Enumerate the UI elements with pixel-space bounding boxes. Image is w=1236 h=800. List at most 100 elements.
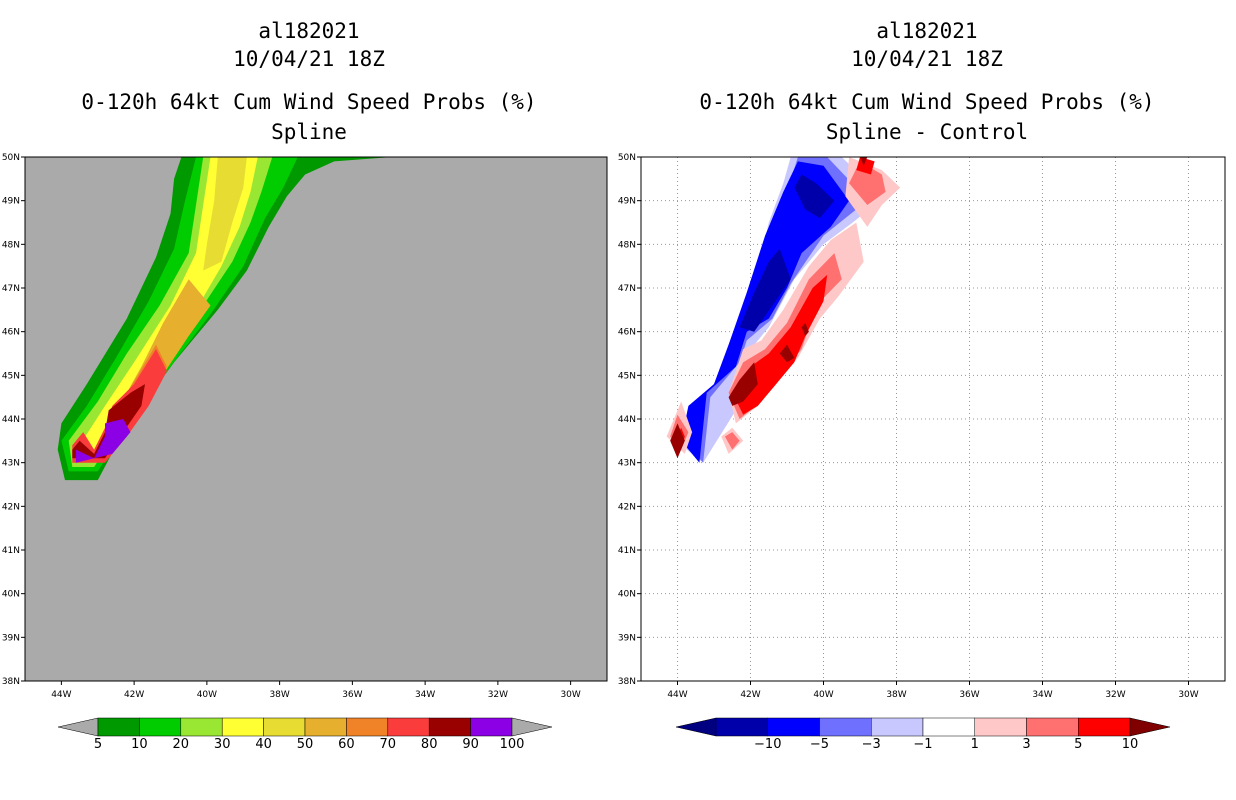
lat-tick-label: 43N — [618, 459, 636, 469]
lon-tick-label: 32W — [488, 690, 508, 700]
colorbar-segment — [974, 717, 1027, 737]
colorbar-segment — [470, 717, 513, 737]
colorbar-label: −3 — [862, 737, 881, 752]
colorbar-label: −5 — [810, 737, 829, 752]
lat-tick-label: 45N — [2, 371, 20, 381]
colorbar-segment — [221, 717, 264, 737]
lat-tick-label: 41N — [2, 546, 20, 556]
right-title-product: 0-120h 64kt Cum Wind Speed Probs (%) — [699, 90, 1154, 114]
right-title-storm-id: al182021 — [876, 19, 977, 43]
colorbar-segment — [819, 717, 872, 737]
colorbar-segment — [180, 717, 223, 737]
lon-tick-label: 44W — [667, 690, 687, 700]
lat-tick-label: 49N — [618, 197, 636, 207]
contour-level-10 — [856, 157, 875, 175]
colorbar-under-triangle — [675, 717, 717, 737]
colorbar-label: 10 — [131, 737, 148, 752]
contour-level-15 — [670, 423, 685, 459]
lat-tick-label: 50N — [618, 153, 636, 163]
lat-tick-label: 39N — [618, 633, 636, 643]
lon-tick-label: 36W — [342, 690, 362, 700]
lat-tick-label: 47N — [618, 284, 636, 294]
lon-tick-label: 30W — [560, 690, 580, 700]
colorbar-segment — [304, 717, 347, 737]
colorbar-label: −1 — [913, 737, 932, 752]
contour-level-5 — [724, 432, 740, 450]
left-title-method: Spline — [271, 120, 347, 144]
colorbar-label: 5 — [1074, 737, 1082, 752]
right-difference-contours — [666, 157, 901, 463]
colorbar-segment — [871, 717, 924, 737]
lat-tick-label: 42N — [618, 502, 636, 512]
right-axis-ticks: 44W 42W 40W 38W 36W 34W 32W 30W 38N 39N 40N 41N 42N 4… — [618, 153, 1199, 700]
lat-tick-label: 43N — [2, 459, 20, 469]
contour-level-neg10 — [794, 174, 835, 219]
lon-tick-label: 34W — [415, 690, 435, 700]
lat-tick-label: 48N — [2, 240, 20, 250]
left-title-date: 10/04/21 18Z — [233, 47, 385, 71]
left-map-panel: 44W 42W 40W 38W 36W 34W 32W 30W 38N 39N 40N 41N 42N 4… — [2, 153, 608, 700]
contour-level-15 — [728, 362, 758, 406]
lon-tick-label: 34W — [1032, 690, 1052, 700]
colorbar-label: 80 — [421, 737, 438, 752]
colorbar-label: 5 — [94, 737, 102, 752]
colorbar-label: 100 — [500, 737, 525, 752]
lat-tick-label: 50N — [2, 153, 20, 163]
lat-tick-label: 46N — [2, 328, 20, 338]
colorbar-segment — [1026, 717, 1079, 737]
lat-tick-label: 48N — [618, 240, 636, 250]
colorbar-segment — [263, 717, 306, 737]
left-probability-contours — [57, 157, 393, 481]
right-title-method: Spline - Control — [826, 120, 1028, 144]
left-title-product: 0-120h 64kt Cum Wind Speed Probs (%) — [81, 90, 536, 114]
colorbar-label: 70 — [380, 737, 397, 752]
colorbar-segment — [922, 717, 975, 737]
colorbar-label: 3 — [1022, 737, 1030, 752]
right-colorbar: −10 −5 −3 −1 1 3 5 10 — [675, 717, 1171, 752]
lon-tick-label: 38W — [269, 690, 289, 700]
colorbar-segment — [387, 717, 430, 737]
lon-tick-label: 32W — [1105, 690, 1125, 700]
lat-tick-label: 38N — [2, 677, 20, 687]
lat-tick-label: 45N — [618, 371, 636, 381]
colorbar-segment — [428, 717, 471, 737]
lat-tick-label: 38N — [618, 677, 636, 687]
colorbar-label: 40 — [255, 737, 272, 752]
colorbar-label: 90 — [462, 737, 479, 752]
lat-tick-label: 40N — [618, 590, 636, 600]
lon-tick-label: 30W — [1178, 690, 1198, 700]
contour-level-neg1 — [681, 157, 875, 463]
contour-level-15 — [860, 157, 868, 166]
colorbar-segment — [715, 717, 768, 737]
lon-tick-label: 36W — [959, 690, 979, 700]
left-axis-ticks: 44W 42W 40W 38W 36W 34W 32W 30W 38N 39N 40N 41N 42N 4… — [2, 153, 581, 700]
lat-tick-label: 49N — [2, 197, 20, 207]
right-map-panel: 44W 42W 40W 38W 36W 34W 32W 30W 38N 39N 40N 41N 42N 4… — [618, 153, 1226, 700]
contour-level-15 — [801, 322, 809, 336]
lon-tick-label: 40W — [813, 690, 833, 700]
lat-tick-label: 40N — [2, 590, 20, 600]
left-colorbar: 5 10 20 30 40 50 60 70 80 90 100 — [57, 717, 553, 752]
lat-tick-label: 47N — [2, 284, 20, 294]
colorbar-under-triangle — [57, 717, 99, 737]
lat-tick-label: 39N — [2, 633, 20, 643]
colorbar-label: 50 — [297, 737, 314, 752]
lat-tick-label: 42N — [2, 502, 20, 512]
lat-tick-label: 46N — [618, 328, 636, 338]
colorbar-label: 30 — [214, 737, 231, 752]
lat-tick-label: 44N — [2, 415, 20, 425]
contour-level-15 — [779, 344, 795, 363]
colorbar-segment — [767, 717, 820, 737]
contour-level-5 — [849, 161, 886, 205]
contour-level-80 — [72, 384, 145, 459]
left-title-storm-id: al182021 — [258, 19, 359, 43]
colorbar-label: 1 — [971, 737, 979, 752]
colorbar-label: −10 — [754, 737, 781, 752]
colorbar-label: 20 — [173, 737, 190, 752]
colorbar-label: 10 — [1122, 737, 1139, 752]
colorbar-label: 60 — [338, 737, 355, 752]
contour-level-neg10 — [739, 248, 791, 332]
lon-tick-label: 40W — [197, 690, 217, 700]
colorbar-segment — [1078, 717, 1131, 737]
